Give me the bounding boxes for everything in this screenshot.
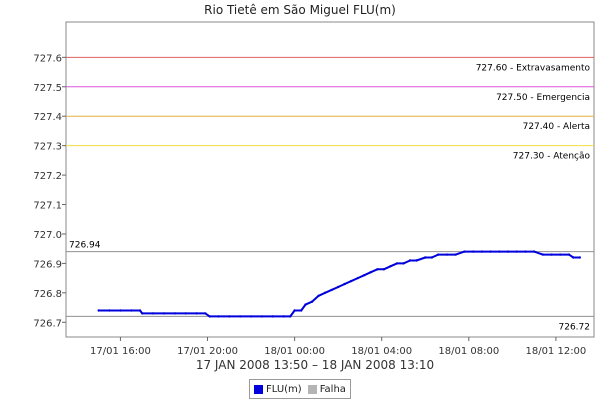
data-point (337, 285, 340, 289)
data-point (323, 291, 327, 294)
data-point (463, 250, 466, 253)
x-tick-label: 18/01 04:00 (351, 346, 412, 357)
data-point (239, 315, 242, 318)
data-point (515, 250, 518, 253)
data-point (293, 309, 296, 312)
data-point (228, 315, 231, 318)
data-point (506, 250, 510, 253)
data-point (356, 276, 359, 280)
x-axis-label: 17 JAN 2008 13:50 – 18 JAN 2008 13:10 (196, 358, 434, 372)
data-point (184, 312, 187, 315)
y-tick-label: 727.2 (33, 171, 62, 182)
y-tick-label: 726.7 (33, 318, 62, 329)
x-tick-label: 18/01 00:00 (264, 346, 325, 357)
x-tick-label: 18/01 08:00 (438, 346, 499, 357)
data-point (424, 256, 427, 259)
threshold-label: 727.60 - Extravasamento (476, 63, 591, 73)
data-point (454, 253, 457, 256)
data-point (195, 312, 198, 315)
data-point (300, 309, 303, 312)
data-point (559, 253, 562, 256)
data-point (260, 315, 264, 318)
data-point (382, 268, 386, 271)
y-tick-label: 727.0 (33, 230, 62, 241)
data-point (271, 315, 274, 318)
data-point (415, 259, 418, 262)
data-point (389, 265, 392, 268)
y-tick-label: 727.4 (33, 112, 62, 123)
y-tick-label: 727.1 (33, 201, 62, 212)
data-point (489, 250, 492, 253)
data-point (445, 253, 449, 256)
threshold-label: 727.30 - Atenção (513, 152, 591, 162)
data-point (567, 253, 571, 256)
data-point (151, 312, 155, 315)
threshold-label: 727.40 - Alerta (523, 122, 590, 132)
data-point (363, 274, 366, 277)
data-point (343, 282, 346, 286)
data-point (130, 309, 133, 312)
data-point (578, 256, 581, 259)
legend-label-falha: Falha (319, 383, 346, 395)
data-point (369, 271, 372, 274)
legend-swatch-falha (307, 384, 317, 394)
data-point (310, 300, 314, 303)
data-point (108, 309, 111, 312)
chart-title: Rio Tietê em São Miguel FLU(m) (204, 3, 396, 17)
legend-label-flu: FLU(m) (266, 383, 302, 395)
data-point (532, 250, 536, 253)
data-point (350, 279, 353, 283)
data-point (550, 253, 553, 256)
data-point (204, 312, 207, 315)
legend-swatch-flu (254, 384, 263, 394)
data-point (402, 262, 405, 265)
y-tick-label: 726.9 (33, 259, 62, 270)
legend-item-flu: FLU(m) (254, 384, 302, 395)
data-point (208, 315, 211, 318)
data-point (430, 256, 433, 259)
plot-frame (65, 21, 595, 338)
data-point (217, 315, 220, 318)
data-point (330, 288, 333, 292)
data-point (289, 315, 292, 318)
data-point (97, 309, 100, 312)
legend: FLU(m) Falha (249, 379, 351, 399)
data-point (282, 315, 285, 318)
x-tick-label: 17/01 20:00 (177, 346, 238, 357)
plot-area: 726.7 726.8 726.9 727.0 727.1 727.2 727.3 727.4… (33, 21, 595, 357)
data-point (524, 250, 527, 253)
data-point (304, 303, 307, 306)
y-tick-label: 727.3 (33, 142, 62, 153)
y-tick-label: 727.6 (33, 53, 62, 64)
data-point (138, 309, 142, 312)
data-point (173, 312, 177, 315)
data-point (480, 250, 484, 253)
data-point (162, 312, 166, 315)
data-point (119, 309, 122, 312)
x-tick-label: 18/01 12:00 (525, 346, 586, 357)
data-point (498, 250, 501, 253)
data-point (408, 259, 412, 262)
legend-item-falha: Falha (307, 383, 346, 395)
data-point (572, 256, 575, 259)
data-point (141, 312, 144, 315)
data-point (541, 253, 544, 256)
data-point (395, 262, 399, 265)
data-point (249, 315, 253, 318)
x-tick-label: 17/01 16:00 (90, 346, 151, 357)
y-tick-label: 727.5 (33, 83, 62, 94)
y-tick-label: 726.8 (33, 289, 62, 300)
data-point (376, 268, 379, 271)
reference-label: 726.72 (559, 322, 591, 332)
data-point (437, 253, 440, 256)
data-point (317, 294, 320, 297)
threshold-label: 727.50 - Emergencia (496, 93, 590, 103)
reference-label: 726.94 (69, 241, 101, 251)
data-point (472, 250, 475, 253)
